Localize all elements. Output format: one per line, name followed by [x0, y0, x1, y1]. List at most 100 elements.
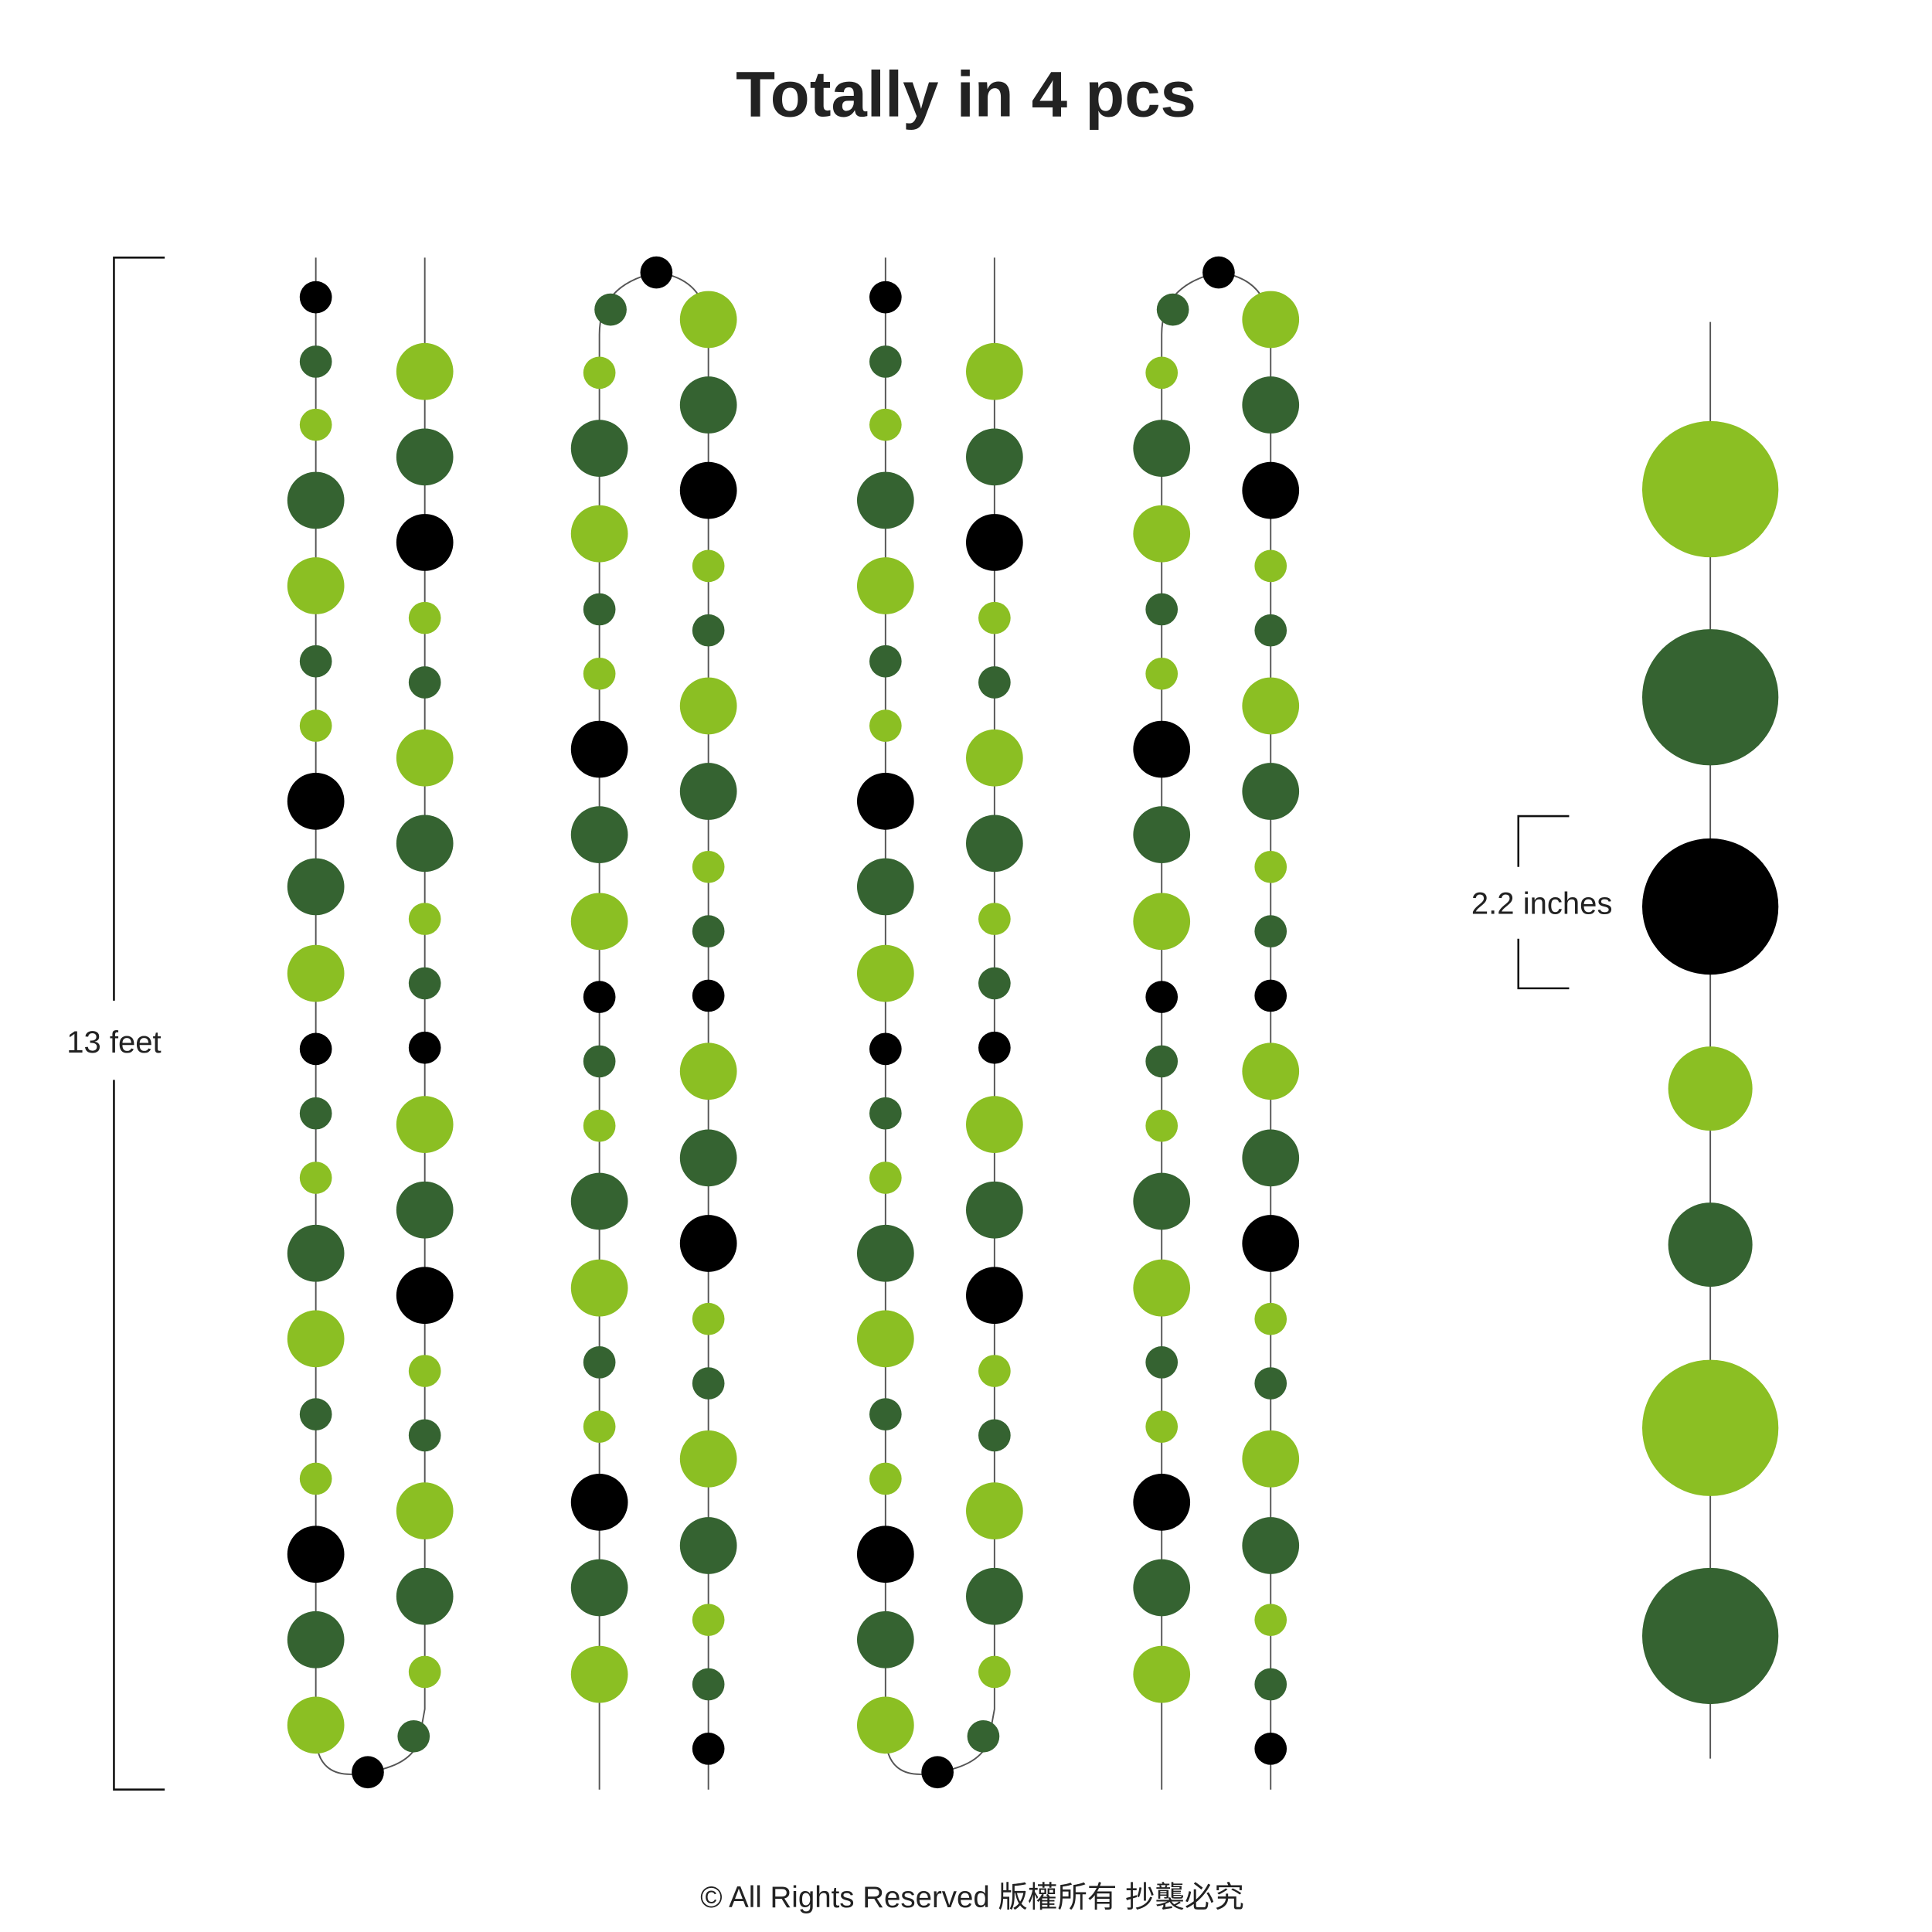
bead [408, 1419, 441, 1452]
bead [287, 1696, 345, 1754]
bead [966, 1096, 1023, 1153]
bead [1242, 763, 1300, 820]
title: Totally in 4 pcs [736, 59, 1196, 131]
bead [978, 903, 1011, 935]
bead [287, 557, 345, 614]
bead-detail [1642, 1567, 1779, 1705]
bead [692, 1732, 725, 1765]
bead [978, 1031, 1011, 1064]
bead [583, 1109, 616, 1142]
bead [287, 471, 345, 529]
bead [869, 1462, 902, 1495]
bead [287, 1526, 345, 1583]
bead [583, 356, 616, 389]
bead [966, 342, 1023, 400]
bead [287, 1224, 345, 1282]
bead [1242, 1129, 1300, 1187]
bead [583, 981, 616, 1013]
bead [299, 1032, 332, 1066]
bead [1133, 1559, 1191, 1617]
bead [856, 944, 914, 1002]
bead [1133, 720, 1191, 778]
bead [640, 256, 673, 289]
bead [869, 1032, 902, 1066]
copyright: © All Rights Reserved 版權所有 抄襲必究 [700, 1881, 1244, 1914]
bead-detail [1642, 420, 1779, 558]
bead [1242, 1043, 1300, 1100]
length-label: 13 feet [66, 1026, 161, 1060]
bead [570, 1259, 628, 1317]
bead [570, 720, 628, 778]
bead [1133, 1259, 1191, 1317]
bead [287, 944, 345, 1002]
bead [1242, 677, 1300, 735]
bead [1242, 1517, 1300, 1574]
bead [570, 1645, 628, 1703]
bead [1242, 376, 1300, 434]
bead [856, 1526, 914, 1583]
bead [1145, 1345, 1179, 1379]
bead [570, 420, 628, 477]
bead [1254, 1367, 1287, 1400]
bead-detail [1668, 1202, 1753, 1287]
bead [396, 1096, 454, 1153]
bead [396, 815, 454, 872]
bead [692, 1668, 725, 1701]
bead [1242, 291, 1300, 349]
bead [978, 1355, 1011, 1387]
bead [594, 293, 627, 326]
diameter-bracket [1517, 815, 1570, 990]
bead [570, 1474, 628, 1531]
bead [692, 1604, 725, 1636]
bead-detail [1668, 1046, 1753, 1131]
bead [299, 408, 332, 441]
bead [869, 1398, 902, 1430]
bead [1133, 1172, 1191, 1230]
bead [1133, 420, 1191, 477]
bead [869, 1097, 902, 1130]
bead [299, 1398, 332, 1430]
bead [397, 1719, 430, 1753]
length-bracket [113, 257, 165, 1791]
bead [570, 505, 628, 563]
bead [1242, 1215, 1300, 1272]
bead [583, 657, 616, 690]
bead [692, 1367, 725, 1400]
bead [299, 645, 332, 678]
bead [1133, 806, 1191, 863]
bead [679, 1430, 737, 1488]
bead [570, 1172, 628, 1230]
bead [299, 345, 332, 378]
bead [1202, 256, 1235, 289]
bead [1145, 1045, 1179, 1078]
bead [396, 428, 454, 486]
bead [287, 1310, 345, 1368]
diameter-label: 2.2 inches [1471, 887, 1613, 921]
bead [679, 1215, 737, 1272]
bead [692, 614, 725, 647]
bead [692, 915, 725, 947]
bead [856, 1696, 914, 1754]
bead [1254, 1604, 1287, 1636]
bead [679, 1517, 737, 1574]
bead [978, 601, 1011, 634]
bead [299, 1162, 332, 1194]
bead [396, 1181, 454, 1239]
bead [583, 1045, 616, 1078]
bead [978, 1419, 1011, 1452]
bead [966, 729, 1023, 787]
bead [352, 1756, 384, 1789]
bead [966, 1181, 1023, 1239]
bead [570, 1559, 628, 1617]
bead [679, 291, 737, 349]
bead [679, 461, 737, 519]
bead [287, 1611, 345, 1668]
bead [299, 1097, 332, 1130]
bead-detail [1642, 629, 1779, 766]
bead [1254, 1732, 1287, 1765]
bead [869, 645, 902, 678]
bead [570, 893, 628, 951]
bead [1254, 1302, 1287, 1335]
bead [1156, 293, 1189, 326]
bead [1145, 981, 1179, 1013]
